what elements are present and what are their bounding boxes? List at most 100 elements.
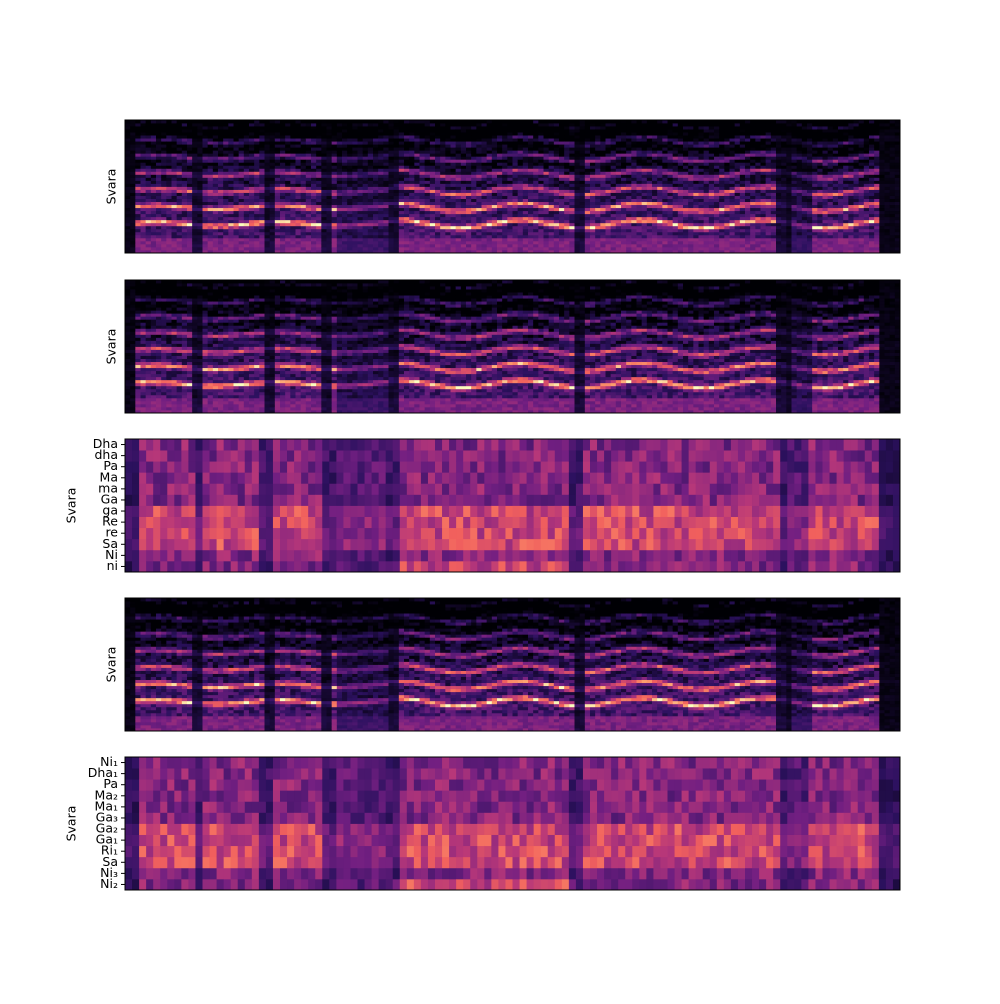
spectrogram-cell [667, 234, 674, 239]
spectrogram-cell [357, 132, 364, 136]
spectrogram-cell [378, 180, 384, 184]
spectrogram-cell [615, 222, 622, 227]
spectrogram-cell [197, 174, 203, 178]
spectrogram-cell [429, 147, 436, 151]
spectrogram-cell [316, 216, 322, 221]
spectrogram-cell [538, 219, 544, 224]
spectrogram-cell [569, 219, 575, 224]
spectrogram-cell [605, 204, 612, 209]
spectrogram-cell [677, 177, 684, 181]
spectrogram-cell [367, 165, 374, 169]
spectrogram-cell [626, 177, 632, 181]
spectrogram-cell [414, 138, 420, 142]
spectrogram-cell [610, 246, 617, 251]
spectrogram-cell [254, 171, 260, 175]
spectrogram-cell [590, 189, 596, 193]
spectrogram-cell [455, 150, 462, 154]
spectrogram-cell [605, 183, 612, 187]
spectrogram-cell [212, 192, 219, 196]
spectrogram-cell [233, 231, 240, 236]
spectrogram-cell [161, 246, 167, 251]
spectrogram-cell [574, 192, 581, 196]
spectrogram-cell [435, 186, 441, 190]
spectrogram-cell [626, 222, 632, 227]
spectrogram-cell [512, 219, 519, 224]
spectrogram-cell [538, 129, 544, 133]
spectrogram-cell [569, 198, 575, 203]
spectrogram-cell [218, 129, 224, 133]
spectrogram-cell [507, 135, 513, 139]
spectrogram-cell [404, 165, 410, 169]
spectrogram-cell [476, 237, 482, 242]
spectrogram-cell [202, 141, 209, 145]
spectrogram-cell [543, 195, 550, 199]
spectrogram-cell [249, 243, 255, 248]
spectrogram-cell [192, 132, 198, 136]
spectrogram-cell [688, 240, 694, 245]
spectrogram-cell [140, 210, 147, 215]
spectrogram-cell [150, 204, 157, 209]
spectrogram-cell [228, 138, 234, 142]
spectrogram-cell [393, 222, 400, 227]
spectrogram-cell [223, 126, 229, 130]
spectrogram-cell [450, 141, 457, 145]
spectrogram-cell [352, 246, 358, 251]
spectrogram-cell [672, 240, 679, 245]
spectrogram-cell [181, 195, 188, 199]
spectrogram-cell [197, 162, 203, 166]
spectrogram-cell [171, 219, 178, 224]
spectrogram-cell [429, 234, 436, 239]
spectrogram-cell [238, 231, 245, 236]
spectrogram-cell [512, 180, 519, 184]
spectrogram-cell [621, 189, 627, 193]
spectrogram-cell [274, 177, 281, 181]
spectrogram-cell [140, 147, 147, 151]
spectrogram-cell [238, 243, 245, 248]
spectrogram-cell [259, 168, 265, 172]
spectrogram-cell [181, 240, 188, 245]
spectrogram-cell [305, 162, 312, 166]
spectrogram-cell [559, 165, 565, 169]
spectrogram-cell [486, 201, 493, 206]
spectrogram-cell [383, 222, 389, 227]
spectrogram-cell [646, 249, 653, 254]
spectrogram-cell [641, 156, 648, 160]
spectrogram-cell [150, 234, 157, 239]
spectrogram-cell [569, 204, 575, 209]
spectrogram-cell [429, 159, 436, 163]
spectrogram-cell [295, 135, 302, 139]
spectrogram-cell [553, 198, 560, 203]
spectrogram-cell [311, 180, 317, 184]
spectrogram-cell [233, 165, 240, 169]
spectrogram-cell [207, 186, 214, 190]
spectrogram-cell [388, 222, 395, 227]
spectrogram-cell [311, 204, 317, 209]
spectrogram-cell [708, 210, 715, 215]
spectrogram-cell [522, 186, 529, 190]
spectrogram-cell [460, 246, 467, 251]
spectrogram-cell [636, 138, 643, 142]
spectrogram-cell [641, 126, 648, 130]
spectrogram-cell [522, 159, 529, 163]
spectrogram-cell [610, 171, 617, 175]
spectrogram-cell [285, 222, 291, 227]
spectrogram-cell [264, 171, 271, 175]
spectrogram-cell [414, 123, 420, 127]
spectrogram-cell [497, 246, 503, 251]
spectrogram-cell [243, 189, 250, 193]
spectrogram-cell [187, 234, 193, 239]
spectrogram-cell [693, 231, 699, 236]
spectrogram-cell [347, 204, 353, 209]
spectrogram-cell [574, 195, 581, 199]
spectrogram-cell [419, 123, 426, 127]
spectrogram-cell [336, 195, 343, 199]
spectrogram-cell [404, 240, 410, 245]
spectrogram-cell [176, 195, 183, 199]
spectrogram-cell [202, 144, 209, 148]
spectrogram-cell [424, 147, 431, 151]
spectrogram-cell [667, 180, 674, 184]
spectrogram-cell [243, 138, 250, 142]
spectrogram-cell [342, 234, 348, 239]
spectrogram-cell [419, 177, 426, 181]
